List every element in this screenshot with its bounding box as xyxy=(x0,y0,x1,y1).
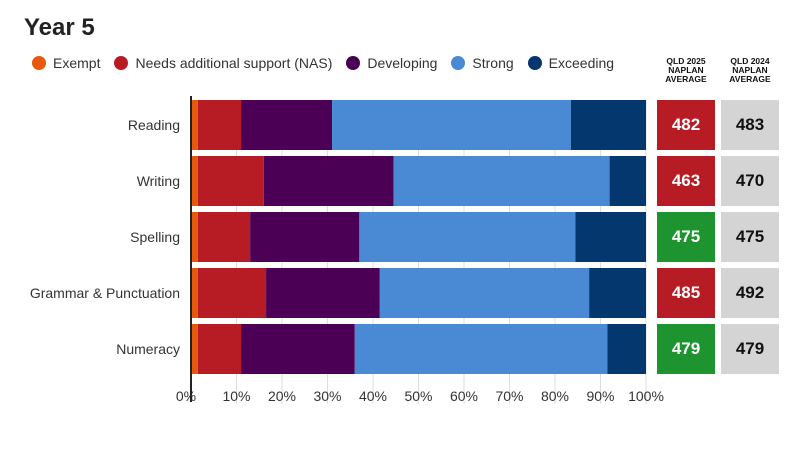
legend-label: Needs additional support (NAS) xyxy=(135,55,333,71)
category-label: Numeracy xyxy=(116,341,180,357)
legend-item: Needs additional support (NAS) xyxy=(114,55,332,71)
qld-2024-header: QLD 2024 NAPLAN AVERAGE xyxy=(729,56,771,84)
x-tick-label: 60% xyxy=(450,388,478,404)
qld-2025-average: 479 xyxy=(657,324,715,374)
qld-2025-average: 485 xyxy=(657,268,715,318)
qld-2025-average: 475 xyxy=(657,212,715,262)
legend-item: Exceeding xyxy=(527,55,615,71)
qld-2024-average: 479 xyxy=(721,324,779,374)
bar-segment xyxy=(197,100,242,150)
bar-segment xyxy=(570,100,646,150)
x-tick-label: 10% xyxy=(222,388,250,404)
x-tick-label: 30% xyxy=(313,388,341,404)
qld-2025-average: 463 xyxy=(657,156,715,206)
bar-segment xyxy=(197,156,264,206)
category-label: Reading xyxy=(128,117,180,133)
chart-title: Year 5 xyxy=(24,14,95,41)
x-tick-label: 100% xyxy=(628,388,664,404)
legend-label: Developing xyxy=(367,55,438,71)
category-label: Grammar & Punctuation xyxy=(30,285,180,301)
x-tick-label: 40% xyxy=(359,388,387,404)
bar-segment xyxy=(197,268,267,318)
bar-segment xyxy=(332,100,571,150)
bar-segment xyxy=(393,156,610,206)
bar-segment xyxy=(609,156,646,206)
bar-segment xyxy=(589,268,646,318)
legend-label: Exempt xyxy=(53,55,101,71)
qld-2024-average: 475 xyxy=(721,212,779,262)
x-tick-label: 90% xyxy=(586,388,614,404)
legend-label: Exceeding xyxy=(548,55,615,71)
legend: Exempt Needs additional support (NAS) Deve… xyxy=(32,54,628,72)
bar-segment xyxy=(263,156,394,206)
legend-item: Exempt xyxy=(32,55,100,71)
category-label: Spelling xyxy=(130,229,180,245)
qld-2024-average: 470 xyxy=(721,156,779,206)
legend-swatch xyxy=(527,56,542,70)
bar-segment xyxy=(191,268,198,318)
legend-item: Strong xyxy=(451,55,514,71)
bar-segment xyxy=(241,100,333,150)
legend-swatch xyxy=(114,56,129,70)
bar-segment xyxy=(191,212,198,262)
legend-item: Developing xyxy=(346,55,437,71)
qld-2024-average: 492 xyxy=(721,268,779,318)
category-label: Writing xyxy=(137,173,180,189)
bar-segment xyxy=(250,212,360,262)
bar-segment xyxy=(607,324,646,374)
legend-swatch xyxy=(451,56,466,70)
legend-label: Strong xyxy=(472,55,514,71)
qld-2025-header: QLD 2025 NAPLAN AVERAGE xyxy=(665,56,707,84)
bar-segment xyxy=(191,156,198,206)
bar-segment xyxy=(191,100,198,150)
qld-2025-average: 482 xyxy=(657,100,715,150)
legend-swatch xyxy=(32,56,46,70)
x-tick-label: 50% xyxy=(404,388,432,404)
bar-segment xyxy=(266,268,380,318)
bar-segment xyxy=(354,324,608,374)
x-tick-label: 20% xyxy=(268,388,296,404)
bar-segment xyxy=(191,324,198,374)
bar-segment xyxy=(359,212,576,262)
bar-segment xyxy=(197,212,251,262)
qld-2024-average: 483 xyxy=(721,100,779,150)
x-tick-label: 80% xyxy=(541,388,569,404)
bar-segment xyxy=(197,324,242,374)
legend-swatch xyxy=(346,56,361,70)
x-tick-label: 0% xyxy=(176,388,196,404)
bar-segment xyxy=(241,324,355,374)
x-tick-label: 70% xyxy=(495,388,523,404)
bar-segment xyxy=(575,212,646,262)
bar-segment xyxy=(379,268,590,318)
